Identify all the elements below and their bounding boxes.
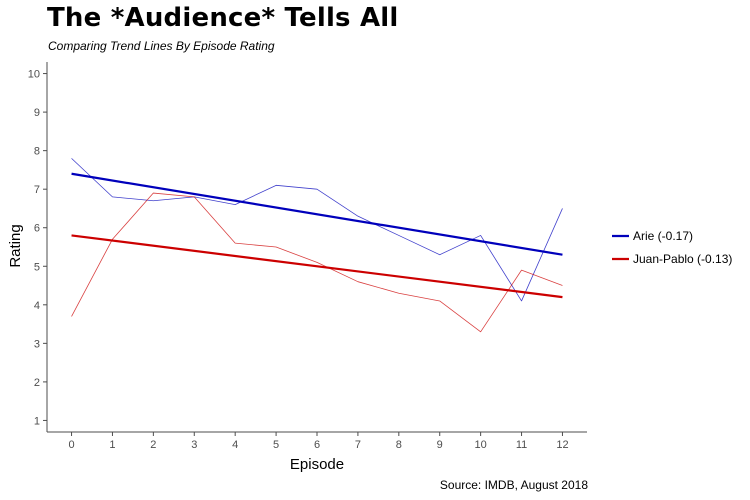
x-tick-label: 12: [556, 439, 568, 451]
y-tick-label: 6: [34, 223, 40, 235]
arie-legend-label: Arie (-0.17): [633, 229, 693, 243]
juan-pablo-trend-line: [71, 234, 563, 299]
x-tick-label: 9: [437, 439, 443, 451]
x-tick-label: 7: [355, 439, 361, 451]
y-tick-label: 8: [34, 146, 40, 158]
y-tick-label: 1: [34, 415, 40, 427]
x-tick-label: 5: [273, 439, 279, 451]
juan-pablo-legend-label: Juan-Pablo (-0.13): [633, 252, 732, 266]
legend: Arie (-0.17) Juan-Pablo (-0.13): [612, 229, 732, 266]
chart-title: The *Audience* Tells All: [47, 3, 399, 33]
x-tick-label: 6: [314, 439, 320, 451]
arie-rating-line: [71, 158, 563, 302]
y-tick-label: 3: [34, 338, 40, 350]
x-tick-label: 0: [68, 439, 74, 451]
y-axis-title: Rating: [7, 224, 24, 267]
x-tick-label: 3: [191, 439, 197, 451]
series-layer: [71, 158, 563, 333]
x-tick-label: 11: [516, 439, 527, 451]
arie-trend-line: [71, 172, 563, 256]
y-tick-label: 9: [34, 107, 40, 119]
chart-caption: Source: IMDB, August 2018: [439, 478, 588, 492]
y-tick-label: 5: [34, 261, 40, 273]
juan-pablo-rating-line: [71, 192, 563, 333]
x-tick-label: 10: [475, 439, 487, 451]
y-tick-label: 4: [34, 300, 40, 312]
x-tick-label: 8: [396, 439, 402, 451]
x-tick-label: 4: [232, 439, 238, 451]
chart-subtitle: Comparing Trend Lines By Episode Rating: [48, 39, 275, 53]
x-axis-title: Episode: [290, 456, 344, 473]
x-tick-label: 2: [150, 439, 156, 451]
x-tick-label: 1: [109, 439, 115, 451]
y-tick-label: 10: [28, 69, 40, 81]
y-tick-label: 2: [34, 377, 40, 389]
y-tick-label: 7: [34, 184, 40, 196]
